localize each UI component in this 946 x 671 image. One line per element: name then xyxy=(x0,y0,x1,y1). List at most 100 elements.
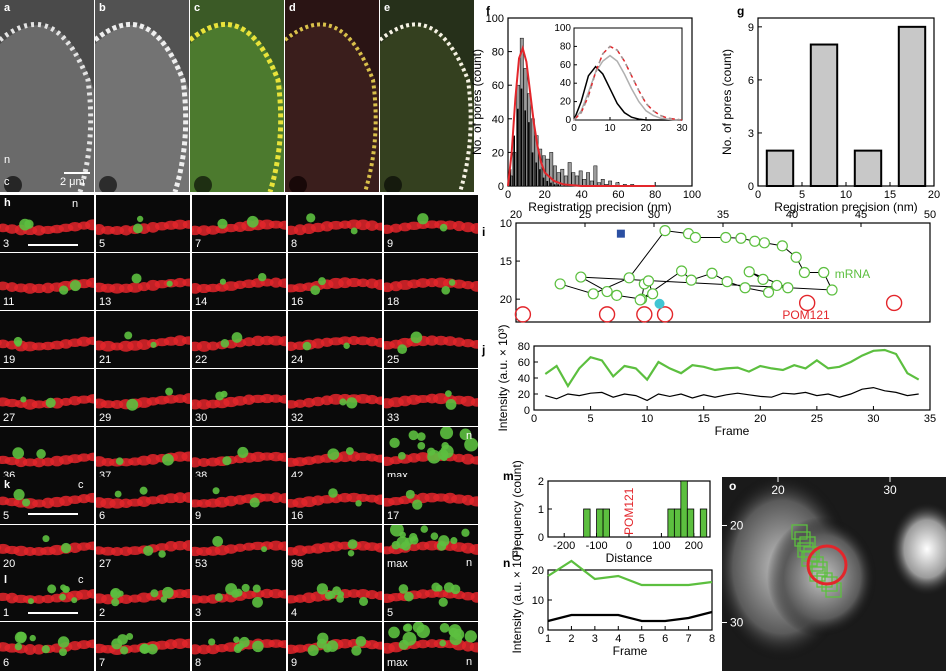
f-bar-gray xyxy=(575,175,579,187)
panel-d-letter: d xyxy=(289,2,296,14)
l-frame-label: 9 xyxy=(291,657,298,669)
f-bar-black xyxy=(557,184,560,186)
i-mrna-point xyxy=(757,273,769,285)
scale-bar-label: 2 μm xyxy=(60,176,85,188)
i-mrna-point xyxy=(659,225,671,237)
f-bar-gray xyxy=(604,184,609,187)
f-bar-gray xyxy=(553,165,557,187)
k-frame-label: 17 xyxy=(387,510,400,522)
h-tile: 9 xyxy=(384,195,478,252)
g-xtick-label: 0 xyxy=(755,189,761,201)
m-pom121-annotation: POM121 xyxy=(622,487,636,535)
i-mrna-legend: mRNA xyxy=(835,267,870,281)
f-bar-black xyxy=(539,169,541,186)
h-frame-label: 32 xyxy=(291,412,304,424)
k-tile: 53 xyxy=(192,525,286,572)
h-frame-label: 22 xyxy=(195,354,208,366)
h-tile: 18 xyxy=(384,253,478,310)
panel-f-letter: f xyxy=(486,4,491,18)
g-xlabel: Registration precision (nm) xyxy=(774,200,917,214)
i-xtick-label: 35 xyxy=(717,209,729,221)
h-frame-label: 3 xyxy=(3,238,10,250)
f-inset-ytick-label: 80 xyxy=(560,41,572,52)
m-xlabel: Distance xyxy=(606,551,653,565)
h-tile: 21 xyxy=(96,311,190,368)
panel-g-letter: g xyxy=(737,4,744,18)
f-xtick-label: 0 xyxy=(505,189,511,201)
f-ytick-label: 0 xyxy=(498,181,504,193)
h-frame-label: 33 xyxy=(387,412,400,424)
f-bar-black xyxy=(513,135,515,186)
k-tile: 98 xyxy=(288,525,382,572)
l-tile: 9 xyxy=(288,622,382,671)
f-bar-gray xyxy=(556,172,561,187)
f-bar-gray xyxy=(519,37,524,187)
panel-c-letter: c xyxy=(194,2,201,14)
f-bar-gray xyxy=(538,148,543,187)
h-tile: 5 xyxy=(96,195,190,252)
i-mrna-point xyxy=(642,275,655,287)
j-xtick-label: 5 xyxy=(588,413,594,425)
i-mrna-point xyxy=(739,282,751,294)
g-bar xyxy=(809,43,839,187)
i-pom121-point xyxy=(636,306,653,323)
i-mrna-point xyxy=(798,266,811,279)
h-tile: 14 xyxy=(192,253,286,310)
f-bar-black xyxy=(509,169,512,186)
h-frame-label: 42 xyxy=(291,470,304,482)
j-ytick-label: 20 xyxy=(518,389,530,401)
j-xtick-label: 10 xyxy=(641,413,653,425)
i-mrna-point xyxy=(749,235,761,247)
f-bar-black xyxy=(553,184,556,186)
i-mrna-point xyxy=(647,288,659,300)
m-xtick-label: -200 xyxy=(553,540,575,552)
h-frame-label: 38 xyxy=(195,470,208,482)
i-mrna-point xyxy=(675,265,688,277)
f-inset-xtick-label: 0 xyxy=(571,123,577,134)
f-bar-gray xyxy=(593,165,598,187)
f-inset-series-line xyxy=(573,54,682,121)
m-ytick-label: 1 xyxy=(538,504,544,516)
j-xtick-label: 35 xyxy=(924,413,936,425)
panel-b-image: b xyxy=(95,0,189,192)
f-bar-gray xyxy=(630,184,635,187)
h-frame-label: 11 xyxy=(3,296,15,308)
f-bar-gray xyxy=(600,179,605,187)
n-series-black xyxy=(547,610,713,623)
i-mrna-point xyxy=(790,251,802,263)
l-tile: max xyxy=(384,622,478,671)
panel-d-image: d xyxy=(285,0,379,192)
l-frame-label: 6 xyxy=(3,657,10,669)
h-frame-label: 8 xyxy=(291,238,298,250)
l-tile: 5 xyxy=(384,572,478,621)
j-ytick-label: 40 xyxy=(518,373,530,385)
j-xtick-label: 25 xyxy=(811,413,823,425)
i-mrna-point xyxy=(623,272,635,284)
i-xtick-label: 50 xyxy=(924,209,936,221)
h-tile: 25 xyxy=(384,311,478,368)
m-bar xyxy=(680,480,688,538)
l-tile: 6 xyxy=(0,622,94,671)
i-mrna-point xyxy=(575,271,587,283)
l-frame-label: 3 xyxy=(195,607,202,619)
m-xtick-label: -100 xyxy=(586,540,608,552)
l-frame-label: 2 xyxy=(99,607,106,619)
g-xtick-label: 20 xyxy=(928,189,940,201)
n-xlabel: Frame xyxy=(613,644,648,658)
f-bar-gray xyxy=(571,172,576,187)
k-tile: 5 xyxy=(0,477,94,524)
f-inset-series-line xyxy=(573,45,683,121)
i-mrna-point xyxy=(587,288,599,300)
l-tile: 7 xyxy=(96,622,190,671)
l-tile: 2 xyxy=(96,572,190,621)
m-xtick-label: 0 xyxy=(626,540,632,552)
m-bar xyxy=(602,508,610,538)
i-ytick-label: 15 xyxy=(500,256,512,268)
h-tile: 7 xyxy=(192,195,286,252)
grid-scale-bar xyxy=(28,513,78,515)
g-xtick-label: 10 xyxy=(840,189,852,201)
k-tile: max xyxy=(384,525,478,572)
j-frame xyxy=(533,345,931,411)
l-frame-label: 7 xyxy=(99,657,106,669)
panel-a-letter: a xyxy=(4,2,11,14)
